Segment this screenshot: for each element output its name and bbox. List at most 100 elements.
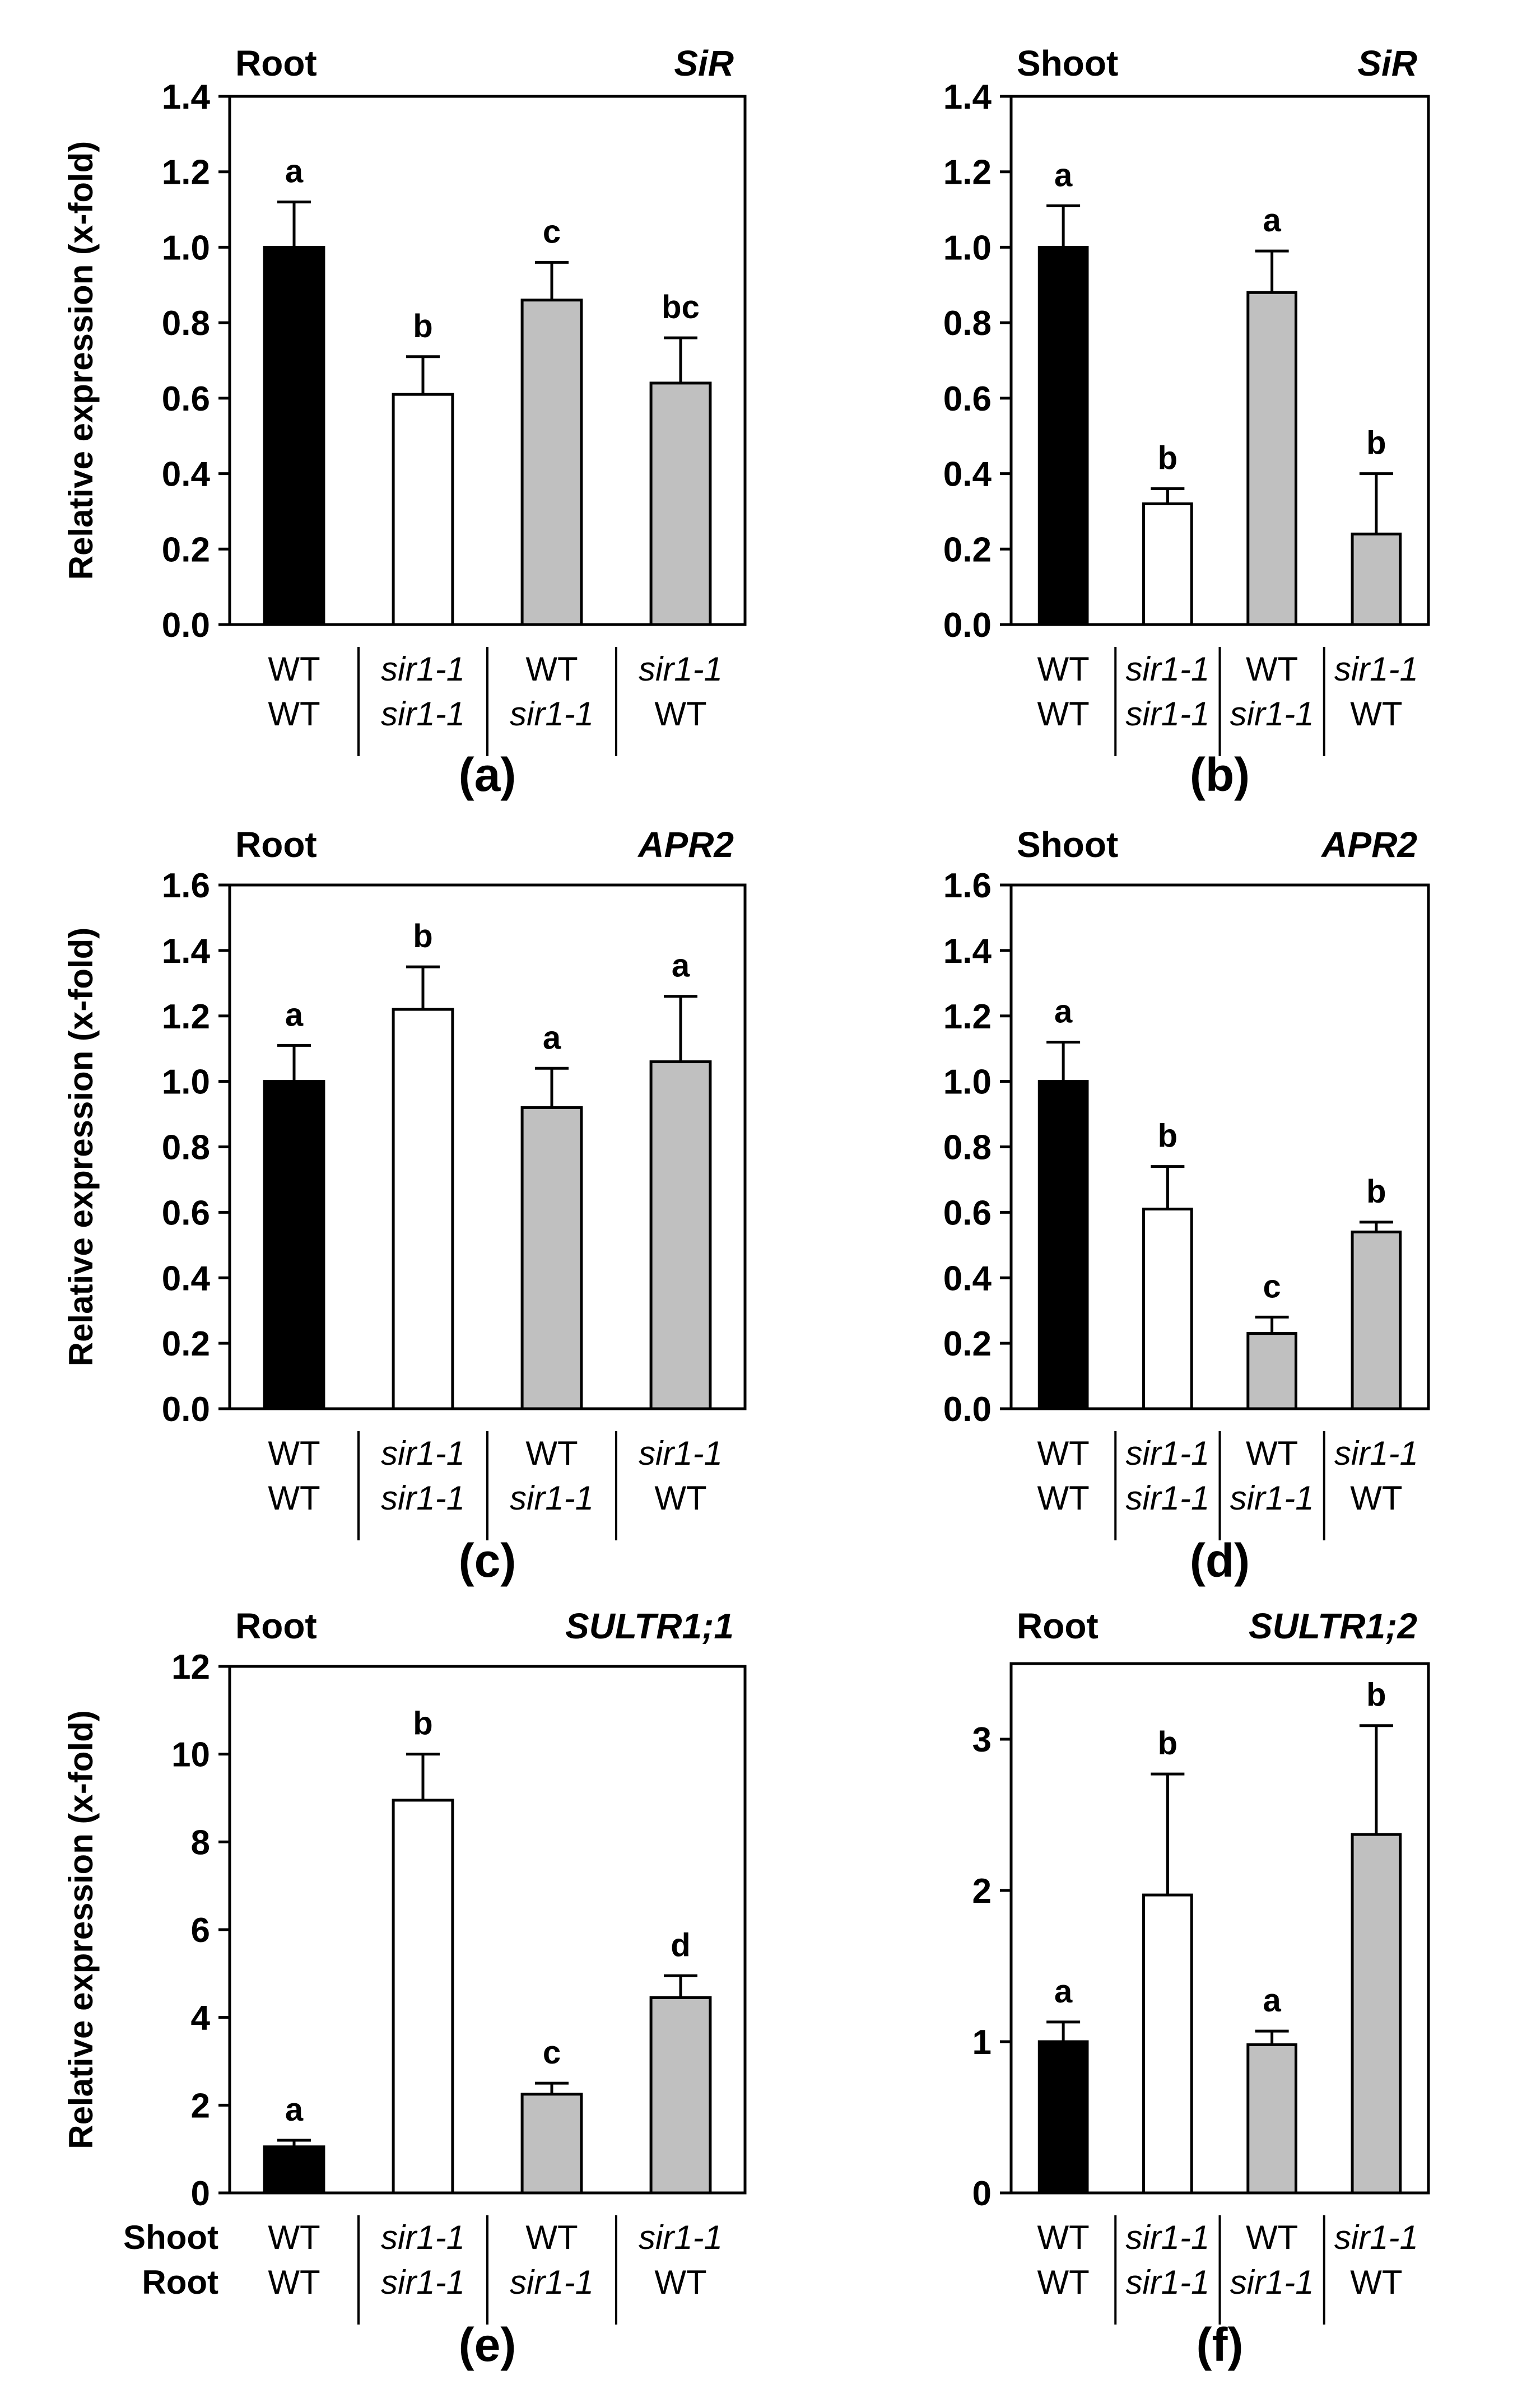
gene-label: SULTR1;1 [565, 1606, 734, 1646]
significance-letter: b [1158, 1725, 1177, 1762]
significance-letter: a [1054, 157, 1073, 193]
significance-letter: bc [662, 289, 700, 325]
root-genotype-label: WT [268, 695, 320, 733]
bar [520, 299, 583, 626]
root-genotype-label: WT [1350, 695, 1402, 733]
y-tick-label: 1.2 [943, 153, 992, 192]
bar [263, 1080, 325, 1410]
y-tick-label: 0.2 [943, 1325, 992, 1363]
gene-label: SiR [1357, 43, 1417, 83]
root-genotype-label: sir1-1 [510, 2263, 594, 2301]
y-tick-label: 1.0 [162, 229, 210, 267]
gene-label: SULTR1;2 [1249, 1606, 1417, 1646]
bar [1246, 1332, 1297, 1410]
y-tick-label: 0.8 [943, 304, 992, 343]
y-tick-label: 0.0 [943, 1390, 992, 1429]
root-genotype-label: sir1-1 [510, 1479, 594, 1517]
bar [1142, 1893, 1193, 2195]
y-tick-label: 1.6 [943, 867, 992, 905]
tissue-label: Root [235, 43, 317, 83]
y-tick-label: 2 [972, 1872, 992, 1911]
significance-letter: a [1054, 1973, 1073, 2010]
y-tick-label: 0.8 [162, 1129, 210, 1167]
y-tick-label: 0.0 [943, 606, 992, 645]
root-genotype-label: WT [654, 2263, 706, 2301]
bar [1351, 532, 1402, 626]
y-tick-label: 0.2 [943, 530, 992, 569]
panel-a: 0.0 0.2 0.4 0.6 0.8 1.0 1.2 1.4 Relative express… [62, 43, 747, 801]
shoot-genotype-label: sir1-1 [381, 1434, 465, 1472]
shoot-genotype-label: sir1-1 [639, 2219, 723, 2256]
gene-label: APR2 [1320, 825, 1417, 865]
y-tick-label: 1.4 [943, 78, 992, 117]
root-genotype-label: WT [1037, 1479, 1089, 1517]
bar [392, 1799, 454, 2195]
significance-letter: c [543, 213, 561, 250]
y-tick-label: 0.4 [943, 1259, 992, 1298]
shoot-genotype-label: WT [268, 650, 320, 688]
tissue-label: Root [1017, 1606, 1099, 1646]
bar [1142, 502, 1193, 626]
significance-letter: b [1158, 1118, 1177, 1154]
y-tick-label: 10 [171, 1736, 210, 1774]
root-genotype-label: sir1-1 [1230, 1479, 1314, 1517]
shoot-genotype-label: WT [268, 1434, 320, 1472]
y-tick-label: 12 [171, 1648, 210, 1687]
shoot-genotype-label: WT [1037, 1434, 1089, 1472]
shoot-genotype-label: WT [268, 2219, 320, 2256]
shoot-row-label: Shoot [123, 2219, 218, 2256]
root-genotype-label: sir1-1 [381, 695, 465, 733]
y-tick-label: 0.2 [162, 1325, 210, 1363]
shoot-genotype-label: WT [525, 1434, 578, 1472]
significance-letter: d [671, 1927, 690, 1963]
y-tick-label: 0.4 [162, 1259, 211, 1298]
shoot-genotype-label: sir1-1 [1334, 2219, 1418, 2256]
root-genotype-label: WT [1037, 695, 1089, 733]
y-tick-label: 1.2 [162, 153, 210, 192]
panel-caption: (c) [459, 1534, 516, 1587]
panel-caption: (e) [459, 2318, 516, 2371]
bar [1037, 245, 1089, 626]
root-genotype-label: WT [268, 2263, 320, 2301]
panel-caption: (a) [459, 748, 516, 801]
significance-letter: b [413, 918, 432, 954]
root-genotype-label: sir1-1 [381, 2263, 465, 2301]
bar [1351, 1833, 1402, 2195]
y-tick-label: 1.0 [162, 1063, 210, 1102]
bar [263, 245, 325, 626]
y-tick-label: 1.4 [162, 932, 211, 971]
shoot-genotype-label: WT [1037, 650, 1089, 688]
root-genotype-label: sir1-1 [1230, 695, 1314, 733]
bar [392, 393, 454, 626]
bar [1037, 1080, 1089, 1410]
y-tick-label: 1 [972, 2023, 992, 2062]
shoot-genotype-label: WT [1037, 2219, 1089, 2256]
shoot-genotype-label: sir1-1 [1334, 1434, 1418, 1472]
bar [1037, 2040, 1089, 2195]
y-axis-title: Relative expression (x-fold) [62, 928, 100, 1367]
panel-caption: (d) [1190, 1534, 1250, 1587]
bar [649, 381, 712, 626]
y-tick-label: 0.6 [943, 380, 992, 418]
root-genotype-label: sir1-1 [1230, 2263, 1314, 2301]
shoot-genotype-label: sir1-1 [1125, 1434, 1209, 1472]
root-genotype-label: WT [1350, 2263, 1402, 2301]
significance-letter: c [1263, 1268, 1281, 1305]
root-genotype-label: WT [268, 1479, 320, 1517]
root-genotype-label: WT [1037, 2263, 1089, 2301]
significance-letter: a [285, 2092, 304, 2128]
bar [649, 1996, 712, 2195]
shoot-genotype-label: WT [1246, 2219, 1298, 2256]
root-genotype-label: WT [654, 695, 706, 733]
y-tick-label: 0.4 [943, 455, 992, 494]
y-tick-label: 1.0 [943, 229, 992, 267]
y-tick-label: 2 [191, 2086, 210, 2125]
shoot-genotype-label: sir1-1 [639, 1434, 723, 1472]
bar [392, 1008, 454, 1410]
significance-letter: a [543, 1019, 561, 1056]
root-genotype-label: WT [654, 1479, 706, 1517]
y-axis-title: Relative expression (x-fold) [62, 1710, 100, 2149]
significance-letter: a [672, 948, 690, 984]
y-tick-label: 6 [191, 1911, 210, 1950]
root-genotype-label: WT [1350, 1479, 1402, 1517]
